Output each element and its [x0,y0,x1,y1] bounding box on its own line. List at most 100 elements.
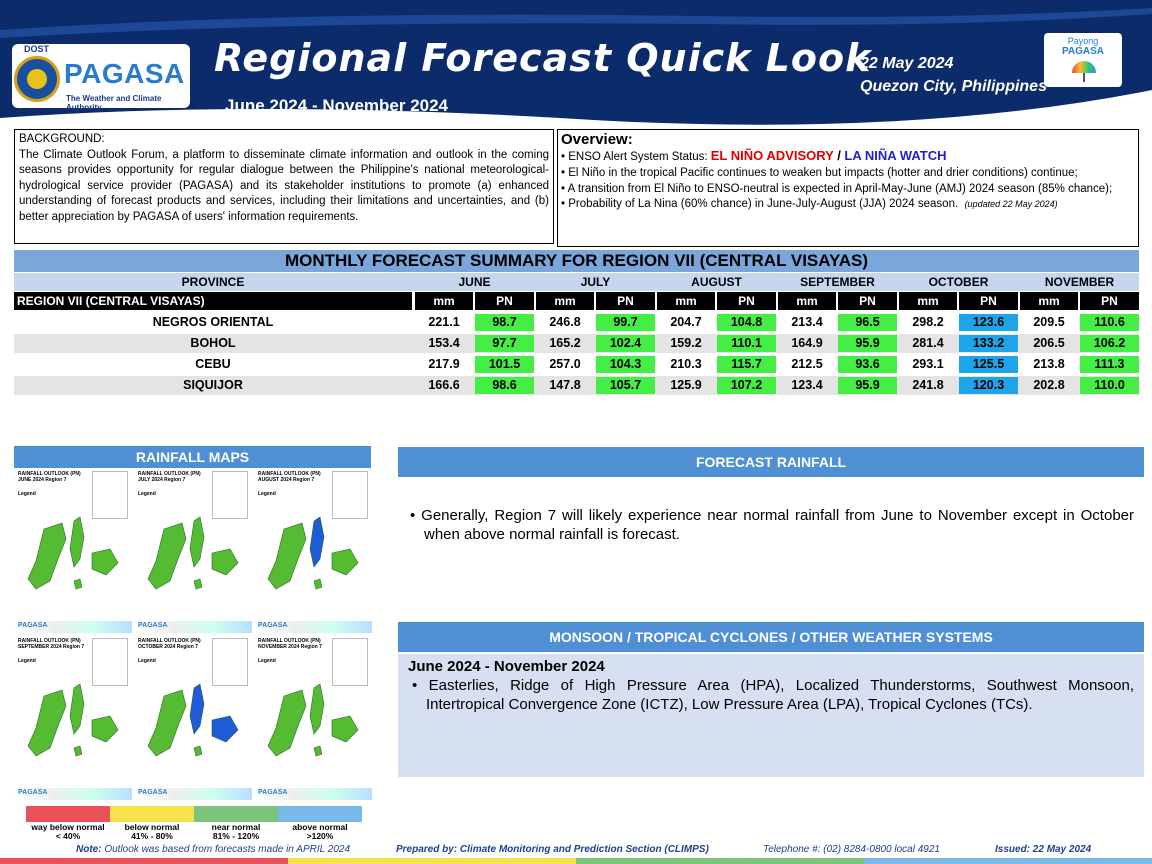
province-shape [73,578,83,590]
summary-month-header: PROVINCE JUNE JULY AUGUST SEPTEMBER OCTO… [14,273,1139,291]
pagasa-seal-icon [14,56,60,102]
pn-value: 98.7 [475,314,534,331]
footer-color-strip [0,858,1152,864]
philippines-inset-map [92,471,128,519]
mm-value: 293.1 [912,357,944,371]
legend-swatch [110,806,194,822]
legend-category: below normal [124,822,180,832]
pn-value: 106.2 [1080,335,1139,352]
map-title: RAINFALL OUTLOOK (PN) JULY 2024 Region 7 [138,471,201,483]
province-shape [267,689,307,757]
monsoon-section: June 2024 - November 2024 • Easterlies, … [398,654,1144,777]
table-row: CEBU 217.9 101.5 257.0 104.3 210.3 115.7 212.5 9… [14,355,1139,374]
overview-heading: Overview: [561,131,633,148]
pn-value: 133.2 [959,335,1018,352]
pn-value: 96.5 [838,314,897,331]
province-shape [331,548,359,576]
overview-bullet-2: • El Niño in the tropical Pacific contin… [561,166,1078,179]
overview-bullet-2-text: El Niño in the tropical Pacific continue… [568,166,1078,179]
province-shape [193,745,203,757]
background-text: The Climate Outlook Forum, a platform to… [19,148,549,223]
overview-bullet-enso: • ENSO Alert System Status: EL NIÑO ADVI… [561,148,947,163]
region-7-map [27,683,119,757]
map-legend-label: Legend [18,658,36,664]
pn-value: 120.3 [959,377,1018,394]
mm-value: 159.2 [670,336,702,350]
map-brand: PAGASA [258,622,288,629]
legend-range: >120% [306,831,334,841]
footer-note-text: Outlook was based from forecasts made in… [101,844,351,855]
pn-column-header: PN [838,292,897,310]
overview-bullet-3-text: A transition from El Niño to ENSO-neutra… [567,182,1113,195]
map-brand: PAGASA [138,622,168,629]
philippines-inset-map [332,471,368,519]
legend-category: near normal [211,822,261,832]
pn-column-header: PN [717,292,776,310]
province-shape [211,715,239,743]
mm-value: 206.5 [1033,336,1065,350]
mm-value: 204.7 [670,315,702,329]
forecast-period: June 2024 - November 2024 [225,96,449,115]
mm-column-header: mm [778,292,836,310]
logo-name: PAGASA [64,58,185,89]
rainfall-map: RAINFALL OUTLOOK (PN) NOVEMBER 2024 Regi… [254,636,372,800]
mm-value: 147.8 [549,378,581,392]
pn-column-header: PN [959,292,1018,310]
map-brand: PAGASA [18,622,48,629]
region-7-map [147,516,239,590]
province-shape [27,522,67,590]
province-shape [147,689,187,757]
mm-value: 213.4 [791,315,823,329]
province-shape [331,715,359,743]
map-title: RAINFALL OUTLOOK (PN) OCTOBER 2024 Regio… [138,638,201,650]
pn-value: 101.5 [475,356,534,373]
legend-range: 41% - 80% [131,831,173,841]
logo-dost-text: DOST [24,44,50,54]
pn-value: 110.0 [1080,377,1139,394]
mm-column-header: mm [536,292,594,310]
map-legend-label: Legend [258,658,276,664]
footer-note-label: Note: [76,844,102,855]
mm-value: 153.4 [428,336,460,350]
pn-value: 123.6 [959,314,1018,331]
province-shape [69,516,85,568]
mm-column-header: mm [899,292,957,310]
pn-column-header: PN [1080,292,1139,310]
pn-value: 95.9 [838,377,897,394]
el-nino-advisory: EL NIÑO ADVISORY [710,148,834,163]
overview-bullet-4-text: Probability of La Nina (60% chance) in J… [568,198,959,211]
province-shape [211,548,239,576]
mm-value: 123.4 [791,378,823,392]
legend-category: way below normal [31,822,105,832]
month-header: OCTOBER [928,275,989,289]
mm-value: 210.3 [670,357,702,371]
province-shape [313,578,323,590]
map-footer-strip: PAGASA [254,621,372,633]
monsoon-text: • Easterlies, Ridge of High Pressure Are… [412,677,1135,713]
updated-note: (updated 22 May 2024) [964,199,1058,210]
map-title: RAINFALL OUTLOOK (PN) JUNE 2024 Region 7 [18,471,81,483]
mm-column-header: mm [657,292,715,310]
table-row: BOHOL 153.4 97.7 165.2 102.4 159.2 110.1 164.9 9… [14,334,1139,353]
philippines-inset-map [212,638,248,686]
map-title: RAINFALL OUTLOOK (PN) AUGUST 2024 Region… [258,471,321,483]
monsoon-period: June 2024 - November 2024 [408,658,605,675]
mm-value: 221.1 [428,315,460,329]
map-title: RAINFALL OUTLOOK (PN) SEPTEMBER 2024 Reg… [18,638,85,650]
footer-prepared: Prepared by: Climate Monitoring and Pred… [396,844,709,855]
map-legend-label: Legend [258,491,276,497]
province-shape [27,689,67,757]
pn-column-header: PN [596,292,655,310]
province-shape [91,548,119,576]
pn-value: 111.3 [1080,356,1139,373]
footer-note: Note: Outlook was based from forecasts m… [76,844,350,855]
payong-pagasa-logo: Payong PAGASA [1044,33,1122,87]
strip-segment [288,858,576,864]
province-header: PROVINCE [181,275,245,289]
mm-value: 166.6 [428,378,460,392]
background-heading: BACKGROUND: [19,133,105,145]
pn-value: 102.4 [596,335,655,352]
pn-column-header: PN [475,292,534,310]
month-header: AUGUST [691,275,742,289]
banner-background [0,0,1152,125]
